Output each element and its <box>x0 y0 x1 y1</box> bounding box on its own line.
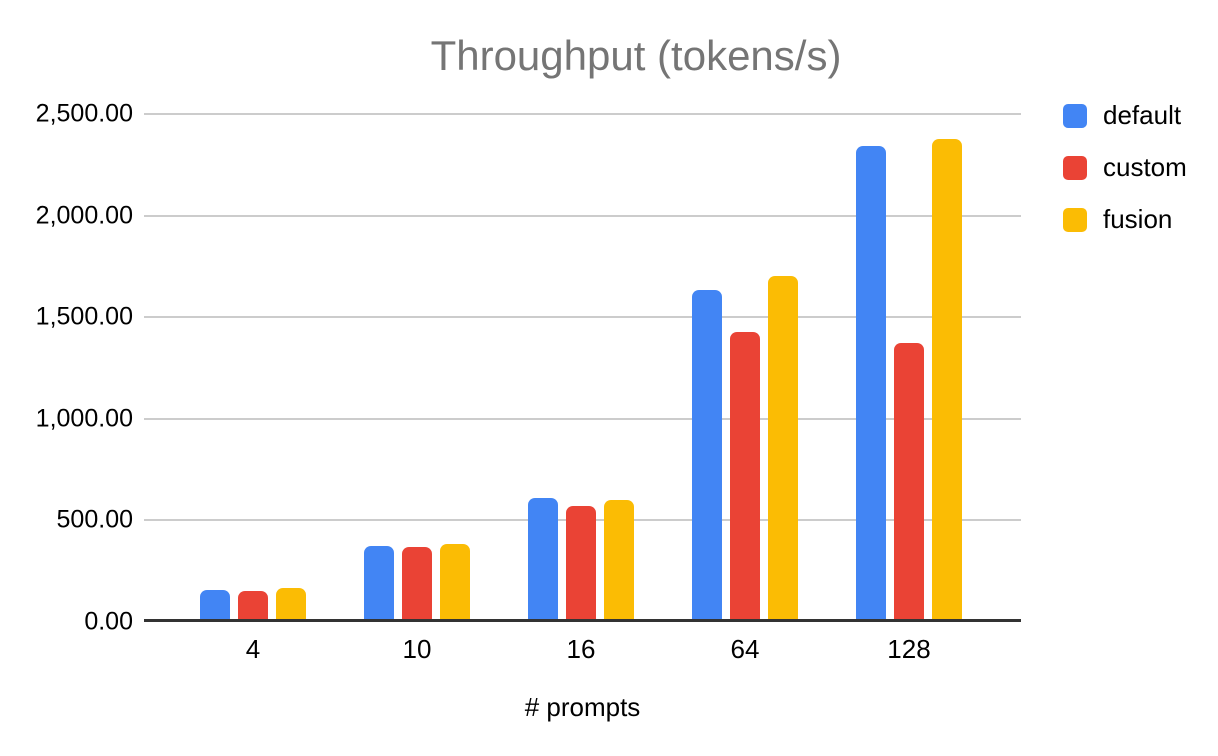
bar-group-128 <box>827 114 991 622</box>
bar-fusion-4 <box>276 587 306 622</box>
bar-custom-4 <box>238 590 268 622</box>
legend: default custom fusion <box>1063 100 1187 256</box>
bar-default-128 <box>856 145 886 622</box>
x-axis-tick-label-10: 10 <box>402 634 432 664</box>
legend-item-fusion: fusion <box>1063 204 1187 235</box>
x-axis-tick-label-64: 64 <box>730 634 760 664</box>
gridline <box>144 316 1021 319</box>
bar-fusion-10 <box>440 543 470 622</box>
gridline <box>144 214 1021 217</box>
chart-title: Throughput (tokens/s) <box>430 32 842 79</box>
legend-swatch-custom <box>1063 155 1087 180</box>
bar-group-10 <box>335 114 499 622</box>
bar-default-16 <box>528 498 558 622</box>
y-axis-tick-label: 1,000.00 <box>35 404 133 433</box>
bar-custom-128 <box>894 342 924 622</box>
x-axis-title: # prompts <box>524 692 641 722</box>
bar-custom-10 <box>402 546 432 622</box>
legend-label-default: default <box>1103 100 1182 130</box>
legend-label-fusion: fusion <box>1103 204 1173 234</box>
y-axis-tick-label: 2,500.00 <box>35 99 133 128</box>
bar-default-4 <box>200 589 230 622</box>
x-axis-baseline <box>144 619 1021 622</box>
legend-item-default: default <box>1063 100 1187 131</box>
bar-fusion-16 <box>604 499 634 622</box>
y-axis-tick-label: 1,500.00 <box>35 302 133 331</box>
bar-fusion-128 <box>932 139 962 622</box>
gridline <box>144 417 1021 420</box>
legend-item-custom: custom <box>1063 152 1187 183</box>
bar-default-64 <box>692 290 722 622</box>
bar-group-4 <box>171 114 335 622</box>
y-axis: 0.00 500.00 1,000.00 1,500.00 2,000.00 2,500.… <box>0 100 133 636</box>
bar-custom-64 <box>730 331 760 622</box>
bar-group-64 <box>663 114 827 622</box>
x-axis-tick-label-4: 4 <box>245 634 261 664</box>
x-axis-tick-label-16: 16 <box>566 634 596 664</box>
legend-swatch-fusion <box>1063 207 1087 232</box>
bar-custom-16 <box>566 505 596 622</box>
bar-group-16 <box>499 114 663 622</box>
y-axis-tick-label: 2,000.00 <box>35 201 133 230</box>
legend-swatch-default <box>1063 103 1087 128</box>
y-axis-tick-label: 0.00 <box>84 607 133 636</box>
gridline <box>144 113 1021 115</box>
y-axis-tick-label: 500.00 <box>56 505 133 534</box>
x-axis: 4 10 16 64 128 <box>171 634 991 665</box>
x-axis-tick-label-128: 128 <box>887 634 931 664</box>
bars-area <box>171 114 991 622</box>
plot-area <box>144 113 1021 622</box>
bar-default-10 <box>364 545 394 622</box>
legend-label-custom: custom <box>1103 152 1187 182</box>
bar-fusion-64 <box>768 276 798 622</box>
